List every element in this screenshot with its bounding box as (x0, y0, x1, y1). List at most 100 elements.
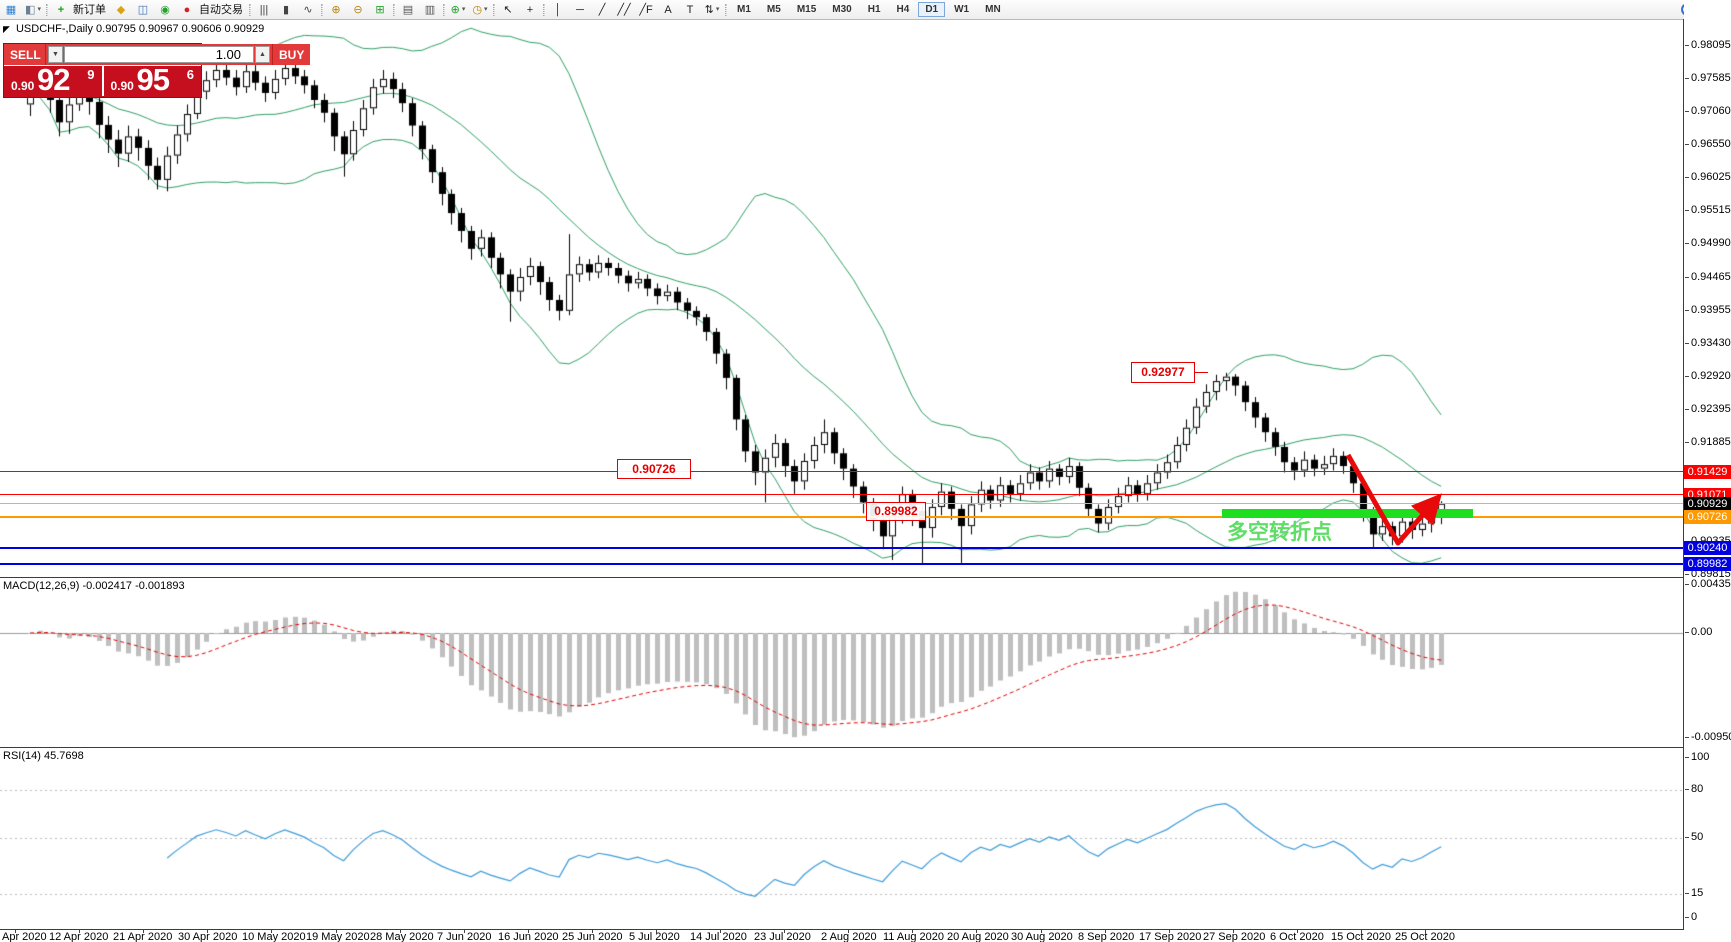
symbol-marker-icon: ◤ (3, 24, 10, 34)
date-label: 25 Oct 2020 (1395, 931, 1455, 942)
price-tag-0.91429: 0.91429 (1684, 465, 1731, 479)
channel-icon[interactable]: ╱╱ (617, 4, 631, 16)
vertical-line-icon[interactable]: │ (554, 4, 562, 16)
zoom-out-icon[interactable]: ⊖ (353, 4, 363, 16)
timeframe-toolbar: M1 M5 M15 M30 H1 H4 D1 W1 MN (729, 2, 1009, 17)
timeframe-button-mn[interactable]: MN (985, 4, 1001, 15)
navigator-icon[interactable]: ▥ (424, 4, 436, 16)
timeframe-button-m5[interactable]: M5 (766, 4, 781, 15)
volume-input[interactable] (64, 46, 254, 63)
autotrade-icon-label[interactable]: 自动交易 (199, 4, 243, 16)
rsi-pane-canvas[interactable] (0, 748, 1684, 929)
date-tick (976, 929, 977, 933)
line-chart-mode-icon[interactable]: ∿ (303, 4, 313, 16)
trade-panel-prices: 0.90 92 9 0.90 95 6 (4, 62, 201, 97)
rsi-scale-label: 15 (1684, 887, 1704, 899)
eraser-icon[interactable]: ◆ (116, 4, 126, 16)
new-order-icon-label[interactable]: 新订单 (73, 4, 106, 16)
signals-icon[interactable]: ◉ (160, 4, 170, 16)
price-scale-label: 0.93430 (1685, 337, 1731, 350)
tile-windows-icon[interactable]: ⊞ (375, 4, 385, 16)
history-center-icon[interactable]: ◫ (137, 4, 149, 16)
toolbar-separator (46, 4, 48, 16)
fibonacci-icon[interactable]: ╱F (639, 4, 653, 16)
new-chart-icon[interactable]: ▦ (5, 4, 17, 16)
horizontal-line-icon[interactable]: ─ (576, 4, 584, 16)
arrows-icon-dropdown[interactable]: ▾ (715, 6, 720, 13)
date-axis[interactable]: Apr 2020 12 Apr 2020 21 Apr 2020 30 Apr 202… (0, 929, 1684, 942)
volume-up-button[interactable]: ▲ (255, 46, 270, 63)
price-scale-label: 0.93955 (1685, 303, 1731, 316)
crosshair-icon[interactable]: + (526, 4, 534, 16)
date-tick (1169, 929, 1170, 933)
date-tick (143, 929, 144, 933)
date-tick (1041, 929, 1042, 933)
date-label: 30 Apr 2020 (178, 931, 238, 942)
periodicity-icon[interactable]: ◷ ▾ (472, 4, 488, 16)
date-label: 17 Sep 2020 (1139, 931, 1202, 942)
bar-chart-mode-icon[interactable]: ||| (259, 4, 269, 16)
price-scale[interactable]: 0.98095 0.97585 0.97060 0.96550 0.96025 0.955… (1684, 0, 1731, 942)
text-icon[interactable]: A (664, 4, 672, 16)
price-scale-label: 0.96550 (1685, 137, 1731, 150)
timeframe-button-d1[interactable]: D1 (918, 2, 946, 17)
candlestick-mode-icon[interactable]: ▮ (282, 4, 290, 16)
add-indicator-icon[interactable]: ⊕ ▾ (450, 4, 466, 16)
date-tick (784, 929, 785, 933)
text-label-icon[interactable]: T (686, 4, 694, 16)
zoom-in-icon[interactable]: ⊕ (331, 4, 341, 16)
volume-down-button[interactable]: ▼ (48, 46, 63, 63)
rsi-label: RSI(14) 45.7698 (3, 750, 84, 762)
macd-pane-separator[interactable] (0, 577, 1684, 578)
macd-scale-label: 0.004351 (1685, 578, 1731, 590)
date-label: 30 Aug 2020 (1011, 931, 1073, 942)
toolbar-separator (249, 4, 251, 16)
buy-button[interactable]: BUY (272, 44, 311, 65)
cursor-icon[interactable]: ↖ (503, 4, 513, 16)
date-label: 23 Jul 2020 (754, 931, 811, 942)
sell-price-panel[interactable]: 0.90 92 9 (4, 62, 102, 97)
timeframe-button-m30[interactable]: M30 (832, 4, 852, 15)
chart-profiles-icon[interactable]: ◧ ▾ (25, 4, 41, 16)
timeframe-button-w1[interactable]: W1 (954, 4, 970, 15)
volume-stepper: ▼ ▲ (46, 44, 272, 65)
date-tick (592, 929, 593, 933)
new-order-icon[interactable]: + (57, 4, 65, 16)
data-window-icon[interactable]: ▤ (402, 4, 414, 16)
main-toolbar: ▦ ◧ ▾ + 新订单 ◆ ◫ ◉ ● 自动交易 ||| ▮ ∿ ⊕ ⊖ ⊞ ▤ ▥ ⊕ ▾ ◷ ▾ ↖ + │ ─ ╱ ╱╱ ╱F A T… (0, 0, 1731, 20)
autotrade-icon[interactable]: ● (183, 4, 191, 16)
rsi-pane-separator[interactable] (0, 747, 1684, 748)
sell-button[interactable]: SELL (4, 44, 46, 65)
add-indicator-icon-dropdown[interactable]: ▾ (461, 6, 466, 13)
timeframe-button-h1[interactable]: H1 (867, 4, 881, 15)
trendline-icon[interactable]: ╱ (598, 4, 606, 16)
date-tick (1233, 929, 1234, 933)
macd-pane-canvas[interactable] (0, 578, 1684, 747)
rsi-scale-label: 100 (1684, 751, 1710, 763)
timeframe-button-m15[interactable]: M15 (796, 4, 817, 15)
macd-scale-label: 0.00 (1684, 626, 1713, 638)
chart-profiles-icon-dropdown[interactable]: ▾ (37, 6, 41, 13)
date-label: 12 Apr 2020 (49, 931, 109, 942)
date-tick (720, 929, 721, 933)
xaxis-separator (0, 929, 1684, 930)
price-scale-label: 0.97585 (1685, 71, 1731, 84)
timeframe-button-m1[interactable]: M1 (737, 4, 751, 15)
buy-price-panel[interactable]: 0.90 95 6 (103, 62, 201, 97)
periodicity-icon-dropdown[interactable]: ▾ (484, 6, 488, 13)
main-chart-canvas[interactable] (0, 19, 1684, 577)
date-label: 15 Oct 2020 (1331, 931, 1391, 942)
date-label: 25 Jun 2020 (562, 931, 623, 942)
price-scale-label: 0.95515 (1685, 203, 1731, 216)
arrows-icon[interactable]: ⇅ ▾ (704, 4, 720, 16)
date-tick (79, 929, 80, 933)
date-label: 21 Apr 2020 (113, 931, 173, 942)
timeframe-button-h4[interactable]: H4 (896, 4, 910, 15)
date-label: 27 Sep 2020 (1203, 931, 1266, 942)
symbol-title: USDCHF-,Daily (15, 23, 93, 35)
date-label: 11 Aug 2020 (883, 931, 944, 942)
date-label: Apr 2020 (2, 931, 47, 942)
date-tick (848, 929, 849, 933)
date-tick (15, 929, 16, 933)
